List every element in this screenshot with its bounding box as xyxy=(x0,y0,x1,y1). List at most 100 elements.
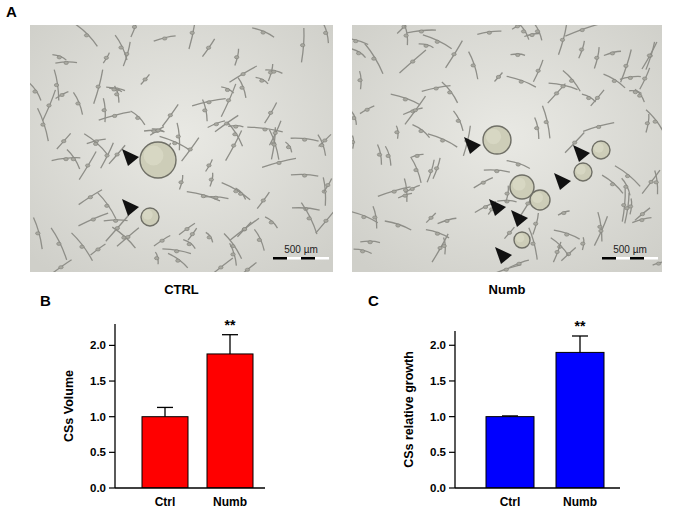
sphere-highlight xyxy=(516,234,525,243)
cell xyxy=(621,50,632,83)
cell xyxy=(352,49,366,58)
cell-body xyxy=(179,181,183,184)
sphere-highlight xyxy=(594,143,604,153)
cell xyxy=(324,179,332,192)
cell-body xyxy=(234,190,238,193)
cell xyxy=(411,157,421,183)
cell xyxy=(84,134,107,154)
cell xyxy=(604,51,621,55)
y-tick-label: 1.0 xyxy=(90,411,106,423)
image-caption: CTRL xyxy=(164,282,199,297)
cell xyxy=(187,192,220,201)
cell xyxy=(230,243,237,265)
cell-body xyxy=(257,238,261,241)
cell-body xyxy=(60,93,64,96)
cell-body xyxy=(505,192,509,195)
panel-label: B xyxy=(40,292,51,309)
cell-body xyxy=(238,192,242,195)
cell xyxy=(426,230,449,238)
cell-body xyxy=(624,185,628,188)
cell-body xyxy=(156,129,160,132)
cell xyxy=(123,42,130,66)
bar xyxy=(486,417,534,488)
y-tick-label: 1.5 xyxy=(90,375,107,387)
cell-body xyxy=(105,154,109,157)
cell xyxy=(162,104,178,126)
cell-body xyxy=(561,85,565,88)
cell xyxy=(453,111,463,131)
cell-body xyxy=(656,262,660,265)
cell-body xyxy=(277,161,281,164)
cell-body xyxy=(96,248,100,251)
cell-body xyxy=(71,158,75,161)
cell xyxy=(423,35,452,49)
cell-body xyxy=(645,122,649,125)
cell xyxy=(192,99,226,106)
cell-body xyxy=(624,64,628,67)
cell-body xyxy=(324,219,328,222)
cell xyxy=(115,35,127,60)
cell-body xyxy=(647,54,651,57)
cell-body xyxy=(207,236,211,239)
cell xyxy=(152,129,165,132)
cell-body xyxy=(516,53,520,56)
cell xyxy=(446,41,463,68)
cell xyxy=(554,230,580,239)
scale-bar-label: 500 µm xyxy=(284,244,318,255)
cell-body xyxy=(272,143,276,146)
cell-body xyxy=(435,40,439,43)
cell-body xyxy=(36,232,40,235)
cell xyxy=(265,217,277,228)
cell xyxy=(103,53,109,64)
cell xyxy=(91,244,106,255)
cell xyxy=(236,188,246,200)
cell xyxy=(354,249,372,253)
cell xyxy=(33,218,42,249)
cell xyxy=(352,111,356,125)
cell-body xyxy=(640,219,644,222)
cell xyxy=(398,193,412,198)
cell xyxy=(442,82,458,103)
cell xyxy=(373,206,377,228)
cell-body xyxy=(517,262,521,265)
cell-body xyxy=(136,116,140,119)
y-tick xyxy=(109,380,115,381)
bar-chart: 0.00.51.01.52.0CtrlNumbCSs relative grow… xyxy=(402,318,620,509)
cell xyxy=(507,76,536,87)
cell xyxy=(494,72,502,81)
cell xyxy=(155,252,158,264)
cell-body xyxy=(115,153,119,156)
cell xyxy=(385,221,411,230)
cell xyxy=(188,228,197,240)
cell-body xyxy=(403,194,407,197)
cell-body xyxy=(162,37,166,40)
cell-body xyxy=(648,54,652,57)
cell xyxy=(563,70,580,91)
cell xyxy=(98,193,116,219)
cell-body xyxy=(414,168,418,171)
sphere-highlight xyxy=(486,129,501,144)
cell xyxy=(183,240,195,249)
cell-body xyxy=(209,178,213,181)
cell-body xyxy=(452,53,456,56)
cell-body xyxy=(47,104,51,107)
plot-area xyxy=(142,335,253,488)
cell xyxy=(365,43,383,73)
y-tick xyxy=(449,452,455,453)
error-bar xyxy=(502,415,518,417)
error-line xyxy=(164,407,165,416)
y-tick-label: 0.5 xyxy=(430,446,447,458)
cell xyxy=(206,159,213,171)
cell-body xyxy=(419,30,423,33)
cell-body xyxy=(115,227,119,230)
cell xyxy=(583,123,614,132)
cell-body xyxy=(240,86,244,89)
cell-body xyxy=(515,25,519,28)
cell xyxy=(154,36,176,41)
cell xyxy=(477,31,501,34)
cell xyxy=(179,175,182,189)
cell-body xyxy=(535,30,539,33)
cell-body xyxy=(245,268,249,271)
cell-body xyxy=(440,139,444,142)
cell-body xyxy=(91,218,95,221)
